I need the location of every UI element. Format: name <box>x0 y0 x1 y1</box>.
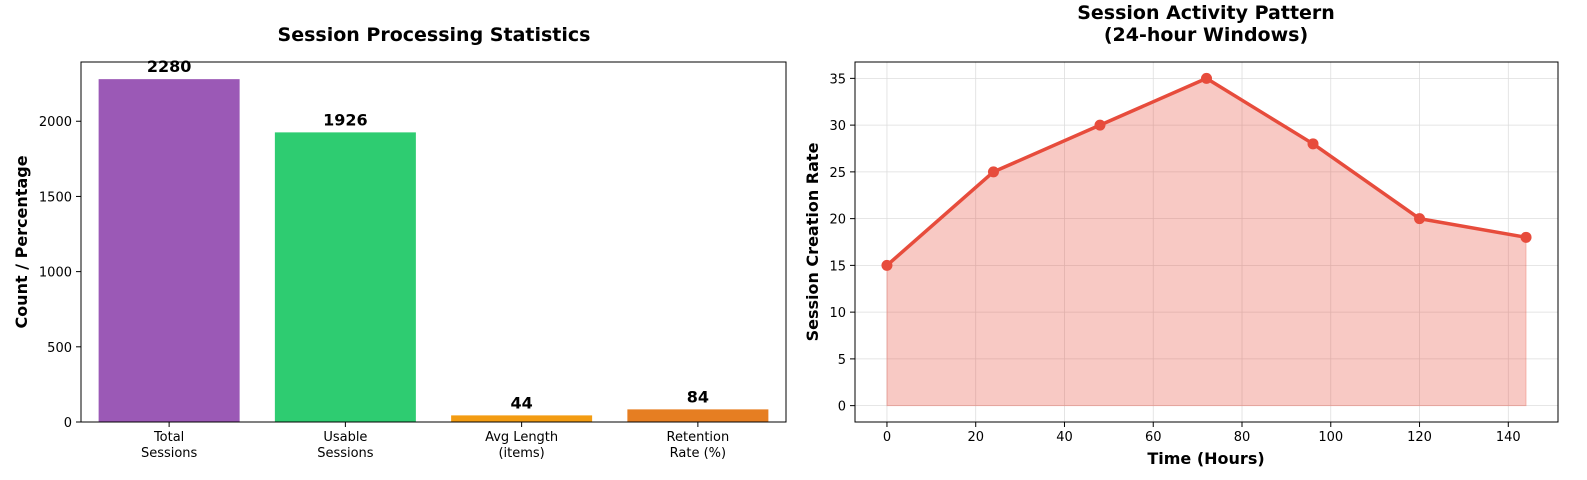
y-tick-label: 10 <box>829 306 846 321</box>
x-tick-label: Usable Sessions <box>317 430 374 461</box>
x-tick-label: 40 <box>1056 430 1073 445</box>
data-point <box>881 259 893 271</box>
line-chart-title: Session Activity Pattern (24-hour Windows… <box>1077 2 1335 46</box>
y-tick-label: 25 <box>829 166 846 181</box>
line-chart-panel: Session Activity Pattern (24-hour Windows… <box>803 2 1559 468</box>
x-tick-label: 0 <box>883 430 891 445</box>
x-tick-label: 60 <box>1145 430 1162 445</box>
line-chart-y-axis-label: Session Creation Rate <box>803 142 822 341</box>
bar-chart-title: Session Processing Statistics <box>278 24 591 46</box>
y-tick-label: 5 <box>838 353 846 368</box>
x-tick-label: Total Sessions <box>141 430 198 461</box>
y-tick-label: 15 <box>829 259 846 274</box>
x-tick-label: 140 <box>1496 430 1521 445</box>
y-tick-label: 500 <box>47 341 72 356</box>
bar-data-label: 1926 <box>323 110 368 129</box>
bar-plot-area: 2280 Total Sessions 1926 Usable Sessions 44 Avg… <box>39 57 769 461</box>
bar-data-label: 84 <box>687 387 709 406</box>
x-tick-label: 80 <box>1234 430 1251 445</box>
y-tick-label: 35 <box>829 72 846 87</box>
y-tick-label: 30 <box>829 119 846 134</box>
data-point <box>1520 231 1532 243</box>
bar <box>451 415 593 422</box>
y-tick-label: 20 <box>829 213 846 228</box>
x-tick-label: Retention Rate (%) <box>667 430 730 461</box>
data-point <box>1307 138 1319 150</box>
y-tick-label: 0 <box>838 400 846 415</box>
y-tick-label: 2000 <box>39 115 72 130</box>
data-point <box>1094 119 1106 131</box>
x-tick-label: 20 <box>967 430 984 445</box>
y-tick-label: 0 <box>64 416 72 431</box>
data-point <box>1201 72 1212 84</box>
bar <box>627 409 769 422</box>
data-point <box>1414 213 1426 225</box>
bar <box>274 132 416 422</box>
x-tick-label: Avg Length (items) <box>485 430 558 461</box>
line-chart-x-axis-label: Time (Hours) <box>1147 449 1264 468</box>
bar-chart-frame <box>80 61 787 423</box>
bar-chart-y-axis-label: Count / Percentage <box>12 155 31 328</box>
line-plot-area: 0 20 40 60 80 100 120 140 0 5 10 15 20 25 30 35 <box>829 62 1558 445</box>
x-tick-label: 120 <box>1407 430 1432 445</box>
area-fill <box>886 77 1527 407</box>
bar <box>98 79 240 423</box>
bar-data-label: 2280 <box>147 57 192 76</box>
x-tick-label: 100 <box>1318 430 1343 445</box>
bar-data-label: 44 <box>510 393 532 412</box>
line-chart-frame <box>854 61 1559 423</box>
y-tick-label: 1000 <box>39 266 72 281</box>
data-point <box>987 166 999 178</box>
bar-chart-panel: Session Processing Statistics Count / Pe… <box>12 24 787 461</box>
y-tick-label: 1500 <box>39 190 72 205</box>
